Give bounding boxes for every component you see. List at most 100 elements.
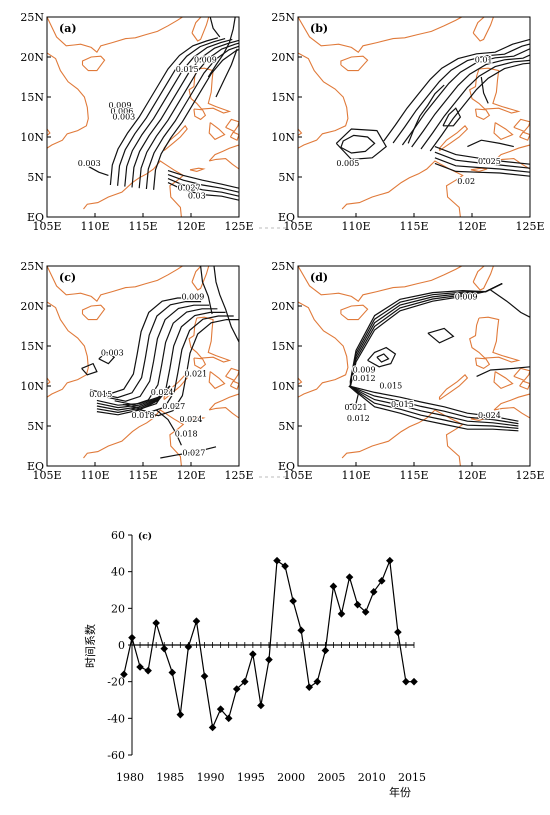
data-point: [410, 677, 418, 686]
contour-line-7: [340, 134, 376, 154]
coastline-9: [513, 118, 530, 133]
contour-line-2: [124, 38, 233, 187]
contour-line-13: [167, 182, 239, 201]
coastline-1: [81, 55, 106, 72]
coastline-5: [83, 409, 185, 466]
contour-line-6: [407, 84, 445, 144]
data-point: [232, 685, 241, 693]
y-tick-label: 10N: [271, 380, 295, 393]
contour-line-4: [122, 311, 226, 410]
data-point: [216, 705, 225, 713]
contour-line-10: [434, 146, 530, 165]
coastline-9: [513, 367, 530, 382]
contour-label: 0.006: [110, 107, 133, 116]
coastline-14: [470, 167, 488, 172]
coastline-3: [47, 377, 51, 385]
time-series-chart: 60 40 20 0 -20 -40 -60 1980 1985 1990 1995 2000 2005…: [84, 529, 426, 799]
coastline-6: [472, 17, 495, 42]
coastline-9: [225, 367, 239, 382]
coastline-4: [298, 430, 299, 433]
x-tick-label: 105E: [283, 220, 312, 233]
x-tick-label: 110E: [341, 220, 370, 233]
map-panel-1: 0.0090.0150.0090.0060.0030.0030.0270.03(…: [20, 11, 253, 233]
data-point: [184, 643, 193, 651]
coastline-8: [208, 122, 226, 141]
data-point: [329, 582, 338, 591]
coastline-0: [298, 17, 463, 53]
chart-panel-label: (c): [138, 531, 152, 542]
y-tick-label: 60: [111, 529, 125, 542]
x-tick-label: 120E: [457, 220, 486, 233]
coastline-13: [438, 124, 469, 152]
contour-line-1: [117, 38, 226, 186]
data-point: [369, 588, 378, 596]
y-tick-label: 10N: [20, 131, 44, 144]
contour-line-9: [209, 17, 221, 38]
data-point: [224, 714, 233, 723]
data-point: [281, 562, 289, 570]
contour-label: 0.012: [347, 414, 370, 423]
contour-line-8: [348, 385, 519, 425]
contour-label: 0.003: [78, 159, 101, 168]
coastline-14: [189, 416, 206, 421]
coastline-2: [298, 301, 349, 398]
coastline-10: [193, 108, 207, 121]
coastline-6: [191, 266, 210, 291]
contour-label: 0.015: [391, 400, 414, 409]
coastline-12: [493, 393, 530, 419]
contour-line-10: [167, 170, 239, 189]
contour-label: 0.027: [178, 184, 201, 193]
coastline-7: [188, 316, 232, 363]
coastline-6: [472, 266, 495, 291]
contour-line-13: [490, 289, 530, 318]
data-point: [402, 677, 410, 686]
y-tick-label: 0: [118, 639, 125, 652]
data-point: [345, 573, 354, 581]
x-tick-label: 120E: [457, 469, 486, 482]
y-tick-label: 20: [111, 602, 125, 615]
x-tick-label: 2010: [358, 771, 386, 784]
contour-line-12: [346, 385, 359, 406]
contour-label: 0.018: [175, 429, 198, 438]
panel-label: (c): [59, 271, 76, 284]
y-tick-label: 25N: [20, 260, 44, 273]
contour-line-8: [81, 362, 98, 376]
data-point: [128, 633, 136, 642]
coastline-10: [474, 108, 491, 121]
contour-label: 0.027: [162, 402, 185, 411]
data-point: [377, 577, 386, 585]
contour-line-4: [138, 42, 239, 189]
map-frame: [297, 16, 531, 218]
coastline-7: [188, 67, 232, 114]
contour-line-1: [98, 301, 202, 399]
panel-label: (a): [59, 22, 77, 35]
data-point: [289, 597, 297, 605]
data-point: [353, 600, 362, 609]
contour-line-5: [429, 62, 530, 152]
contour-label: 0.021: [184, 369, 207, 378]
coastline-8: [493, 122, 514, 141]
contour-line-5: [367, 346, 397, 368]
data-point: [297, 626, 305, 635]
x-tick-label: 125E: [224, 469, 253, 482]
contour-label: 0.003: [101, 349, 124, 358]
coastline-2: [298, 52, 349, 149]
x-tick-label: 105E: [32, 469, 61, 482]
coastline-13: [163, 124, 188, 152]
coastline-13: [163, 373, 188, 401]
map-content: 0.01 0.005 0.025 0.02: [298, 17, 530, 217]
contour-line-14: [427, 327, 455, 344]
contour-line-7: [207, 17, 236, 78]
data-point: [241, 677, 249, 686]
contour-line-13: [96, 385, 171, 416]
y-tick-label: 20N: [20, 300, 44, 313]
y-axis-label: 时间系数: [84, 624, 97, 668]
contour-label: 0.027: [182, 449, 205, 458]
data-point: [394, 628, 402, 636]
contour-line-7: [98, 351, 116, 365]
contour-line-11: [434, 151, 530, 169]
coastline-6: [191, 17, 210, 42]
data-point: [176, 710, 185, 719]
